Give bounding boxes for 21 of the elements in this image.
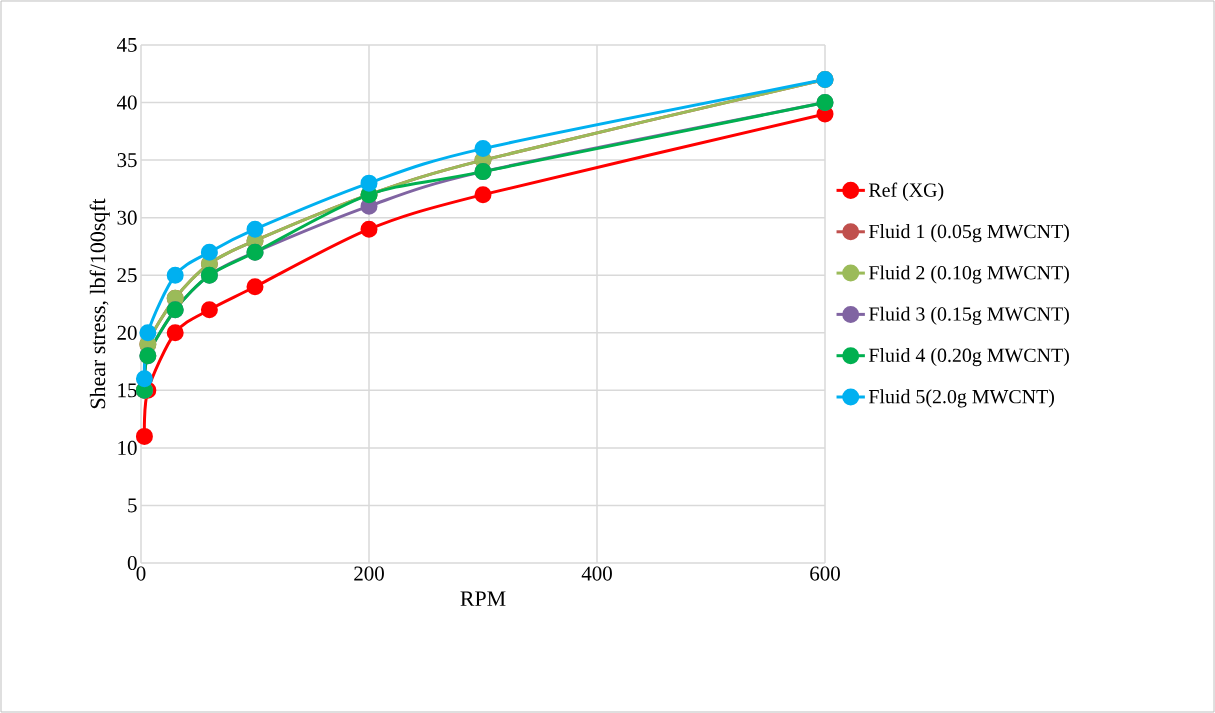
legend-label: Fluid 3 (0.15g MWCNT)	[868, 306, 1069, 325]
y-tick-label: 30	[117, 210, 137, 225]
legend-label: Ref (XG)	[868, 182, 944, 201]
y-tick-label: 15	[118, 383, 137, 398]
y-tick-label: 5	[128, 498, 137, 513]
y-tick-label: 45	[116, 38, 137, 52]
x-tick-label: 200	[354, 566, 384, 581]
y-tick-label: 0	[127, 555, 137, 571]
y-tick-label: 40	[116, 95, 137, 110]
y-axis-title: Shear stress, lbf/100sqft	[89, 198, 110, 409]
legend-label: Fluid 1 (0.05g MWCNT)	[868, 224, 1069, 243]
legend-label: Fluid 2 (0.10g MWCNT)	[868, 265, 1069, 284]
x-tick-label: 600	[810, 566, 840, 581]
legend-label: Fluid 5(2.0g MWCNT)	[868, 389, 1054, 408]
x-tick-label: 400	[581, 566, 612, 581]
y-tick-label: 25	[117, 268, 137, 283]
legend-label: Fluid 4 (0.20g MWCNT)	[868, 348, 1069, 367]
y-tick-label: 10	[118, 440, 137, 455]
y-tick-label: 35	[117, 153, 137, 168]
x-axis-title: RPM	[460, 591, 506, 606]
y-tick-label: 20	[117, 325, 137, 340]
